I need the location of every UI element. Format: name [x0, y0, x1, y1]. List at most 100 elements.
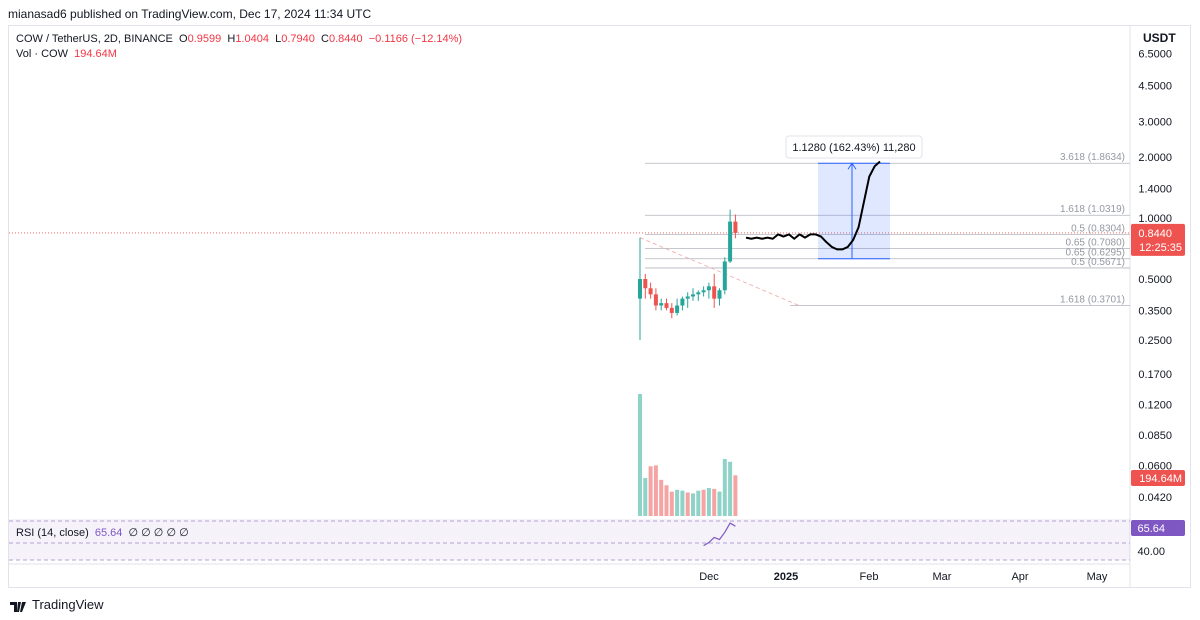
price-tick: 4.5000	[1138, 81, 1172, 93]
candle	[712, 286, 717, 299]
volume-bars	[638, 393, 738, 516]
candle	[664, 303, 669, 308]
volume-bar	[659, 479, 664, 516]
volume-value: 194.64M	[74, 48, 117, 60]
time-tick: 2025	[774, 571, 798, 583]
measure-box	[818, 163, 890, 259]
open-value: 0.9599	[187, 33, 222, 45]
price-tick: 0.0600	[1138, 461, 1172, 473]
low-value: 0.7940	[281, 33, 315, 45]
countdown-label: 12:25:35	[1139, 242, 1182, 254]
volume-bar	[712, 488, 717, 516]
projection-path	[745, 160, 881, 251]
candle	[685, 296, 690, 299]
rsi-line	[703, 522, 736, 547]
price-tick: 0.2500	[1138, 335, 1172, 347]
volume-bar	[728, 461, 733, 516]
volume-bar	[696, 490, 701, 516]
open-label: O	[179, 33, 188, 45]
price-tick: 3.0000	[1138, 116, 1172, 128]
measure-label: 1.1280 (162.43%) 11,280	[792, 142, 915, 154]
price-tick: 0.0420	[1138, 492, 1172, 504]
rsi-band	[9, 519, 1130, 560]
volume-bar	[664, 485, 669, 516]
fib-levels: 3.618 (1.8634) 1.618 (1.0319) 0.5 (0.8304)…	[9, 152, 1130, 306]
dashed-trendline	[639, 237, 800, 306]
candle	[638, 279, 642, 299]
rsi-tick: 40.00	[1137, 546, 1165, 558]
measure-tool: 1.1280 (162.43%) 11,280	[745, 135, 923, 260]
volume-bar	[638, 393, 642, 516]
rsi-value: 65.64	[94, 527, 123, 539]
volume-bar	[706, 487, 711, 516]
symbol-label[interactable]: COW / TetherUS, 2D, BINANCE	[16, 33, 173, 45]
time-tick: Apr	[1011, 571, 1028, 583]
fib-label: 0.65 (0.7080)	[1066, 237, 1126, 248]
high-label: H	[227, 33, 236, 45]
candles	[638, 209, 738, 340]
volume-bar	[653, 465, 658, 516]
rsi-legend: RSI (14, close) 65.64 ∅ ∅ ∅ ∅ ∅	[16, 526, 189, 539]
close-value: 0.8440	[328, 33, 363, 45]
rsi-extras: ∅ ∅ ∅ ∅ ∅	[128, 527, 189, 539]
volume-bar	[685, 492, 690, 516]
volume-bar	[701, 489, 706, 516]
candle	[728, 221, 733, 262]
candle	[659, 303, 664, 306]
time-tick: May	[1087, 571, 1108, 583]
fib-label: 1.618 (0.3701)	[1060, 294, 1125, 305]
rsi-badge-label: 65.64	[1137, 523, 1165, 535]
candle	[706, 286, 711, 291]
price-tick: 0.5000	[1138, 274, 1172, 286]
rsi-pane	[9, 519, 1130, 561]
currency-label[interactable]: USDT	[1143, 31, 1176, 45]
price-tick: 1.4000	[1138, 183, 1172, 195]
fib-label: 1.618 (1.0319)	[1060, 204, 1125, 215]
price-tick: 0.0850	[1138, 430, 1172, 442]
time-tick: Dec	[699, 571, 719, 583]
volume-bar	[648, 466, 653, 516]
volume-bar	[717, 491, 722, 516]
candle	[717, 290, 722, 299]
candle	[691, 294, 695, 297]
price-tick: 0.1200	[1138, 400, 1172, 412]
price-tick: 6.5000	[1138, 48, 1172, 60]
volume-badge	[1131, 470, 1185, 486]
volume-bar	[675, 489, 680, 516]
rsi-label: RSI (14, close)	[16, 527, 89, 539]
candle	[680, 298, 685, 306]
time-tick: Feb	[860, 571, 879, 583]
volume-bar	[680, 490, 685, 516]
price-tick: 2.0000	[1138, 152, 1172, 164]
rsi-badge	[1131, 520, 1185, 536]
measure-arrowhead	[847, 162, 857, 170]
volume-bar	[691, 493, 695, 516]
price-tick: 0.3500	[1138, 305, 1172, 317]
low-label: L	[275, 33, 282, 45]
candle	[669, 307, 674, 313]
current-price-label: 0.8440	[1138, 228, 1172, 240]
fib-label: 0.5 (0.8304)	[1071, 223, 1125, 234]
high-value: 1.0404	[235, 33, 269, 45]
brand-label: TradingView	[32, 597, 104, 612]
chart-legend: COW / TetherUS, 2D, BINANCE O0.9599 H1.0…	[16, 32, 462, 62]
candle	[722, 261, 727, 291]
measure-label-box	[785, 135, 923, 159]
axes: 6.5000 4.5000 3.0000 2.0000 1.4000 1.0000 0.50…	[699, 48, 1185, 583]
price-tick: 1.0000	[1138, 213, 1172, 225]
candle	[648, 288, 653, 295]
volume-bar	[722, 459, 727, 516]
candle	[653, 294, 658, 306]
chart-frame	[8, 25, 1191, 588]
volume-badge-label: 194.64M	[1139, 473, 1182, 485]
candle	[733, 221, 738, 233]
fib-label: 0.5 (0.5671)	[1071, 257, 1125, 268]
fib-label: 3.618 (1.8634)	[1060, 152, 1125, 163]
time-tick: Mar	[933, 571, 952, 583]
trendline	[639, 237, 800, 306]
tradingview-brand[interactable]: TradingView	[10, 597, 104, 612]
tradingview-logo-icon	[10, 600, 28, 612]
price-tick: 0.1700	[1138, 369, 1172, 381]
volume-bar	[669, 491, 674, 516]
